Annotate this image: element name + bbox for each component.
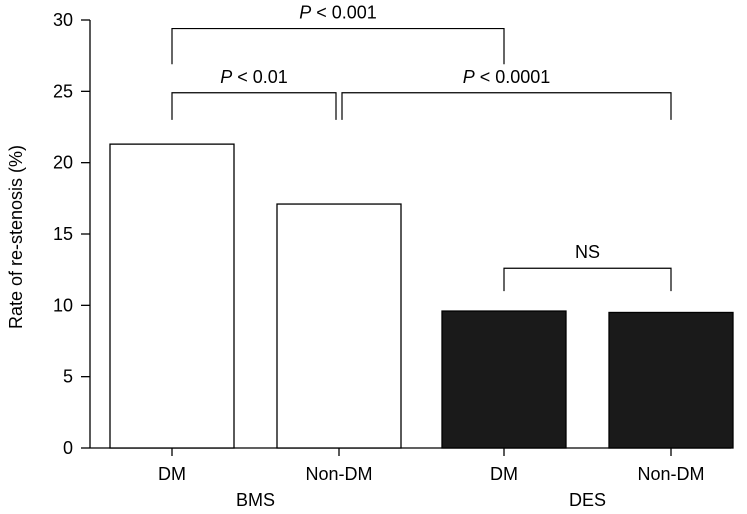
- y-tick-label: 10: [53, 295, 73, 315]
- category-label: DM: [490, 464, 518, 484]
- category-label: Non-DM: [637, 464, 704, 484]
- significance-brackets: P < 0.001 P < 0.01 P < 0.0001 NS: [171, 3, 672, 292]
- bars: [109, 143, 734, 449]
- y-tick-label: 5: [63, 367, 73, 387]
- y-tick-label: 25: [53, 81, 73, 101]
- y-tick-label: 30: [53, 10, 73, 30]
- bar-1: [109, 143, 235, 449]
- group-label: DES: [569, 490, 606, 510]
- significance-label: P < 0.001: [299, 3, 377, 23]
- bar-4: [608, 311, 734, 449]
- bar-3: [441, 310, 567, 449]
- category-label: DM: [158, 464, 186, 484]
- y-tick-label: 20: [53, 153, 73, 173]
- significance-label: NS: [575, 242, 600, 262]
- y-tick-label: 15: [53, 224, 73, 244]
- significance-bracket: [171, 92, 337, 120]
- y-tick-label: 0: [63, 438, 73, 458]
- significance-label: P < 0.0001: [463, 67, 551, 87]
- significance-bracket: [171, 27, 505, 65]
- y-axis: 0 5 10 15 20 25 30: [53, 10, 731, 458]
- x-axis-labels: DM Non-DM DM Non-DM BMS DES: [158, 448, 705, 510]
- significance-bracket: [503, 267, 672, 292]
- significance-label: P < 0.01: [220, 67, 288, 87]
- bar-2: [276, 203, 402, 449]
- y-axis-label: Rate of re-stenosis (%): [6, 145, 26, 329]
- significance-bracket: [341, 92, 672, 120]
- group-label: BMS: [236, 490, 275, 510]
- category-label: Non-DM: [305, 464, 372, 484]
